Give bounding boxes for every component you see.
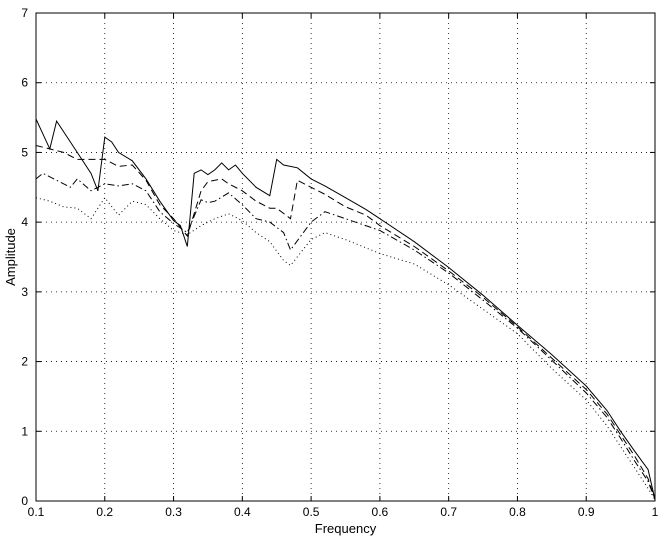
y-tick-label: 2	[21, 355, 28, 369]
y-tick-label: 5	[21, 145, 28, 159]
y-tick-label: 6	[21, 76, 28, 90]
series-line-dash-dot	[35, 172, 656, 500]
x-tick-label: 0.6	[372, 505, 389, 519]
y-tick-label: 7	[21, 6, 28, 20]
x-tick-label: 0.4	[234, 505, 251, 519]
x-tick-label: 0.7	[440, 505, 457, 519]
y-tick-label: 3	[21, 285, 28, 299]
plot-frame	[35, 12, 656, 502]
x-tick-label: 1	[652, 505, 659, 519]
x-tick-label: 0.8	[509, 505, 526, 519]
series-lines	[35, 118, 656, 500]
y-axis-label: Amplitude	[3, 228, 18, 286]
y-tick-label: 1	[21, 424, 28, 438]
axis-ticks	[35, 12, 656, 502]
series-line-solid	[35, 118, 656, 500]
x-tick-label: 0.3	[165, 505, 182, 519]
y-tick-label: 0	[21, 494, 28, 508]
x-tick-label: 0.1	[28, 505, 45, 519]
x-tick-label: 0.9	[578, 505, 595, 519]
grid-lines	[36, 13, 655, 501]
x-tick-label: 0.2	[96, 505, 113, 519]
x-axis-label: Frequency	[315, 521, 377, 536]
series-line-dotted	[35, 196, 656, 500]
x-tick-label: 0.5	[303, 505, 320, 519]
y-tick-label: 4	[21, 215, 28, 229]
series-line-dashed	[35, 145, 656, 500]
